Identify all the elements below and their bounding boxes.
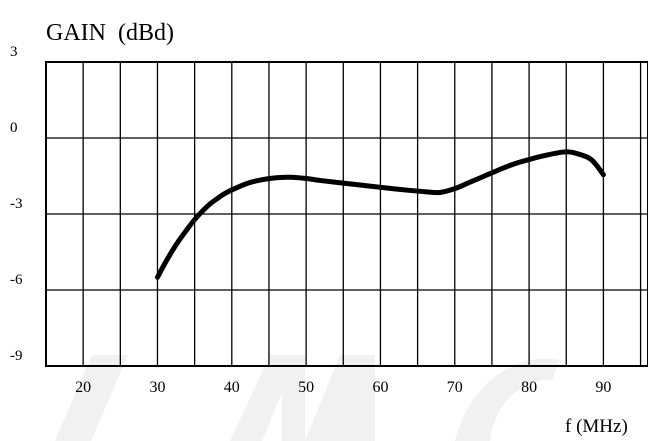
- x-tick-label: 40: [224, 379, 240, 396]
- x-tick-label: 90: [595, 379, 611, 396]
- y-axis-title: GAIN (dBd): [46, 20, 174, 46]
- y-tick-label: 3: [10, 44, 18, 60]
- x-tick-label: 70: [447, 379, 463, 396]
- x-tick-label: 30: [149, 379, 165, 396]
- x-tick-label: 20: [75, 379, 91, 396]
- y-tick-label: 0: [10, 120, 18, 136]
- y-tick-labels: 3 0 -3 -6 -9: [10, 44, 23, 364]
- x-tick-label: 60: [372, 379, 388, 396]
- y-tick-label: -6: [10, 272, 23, 288]
- x-tick-labels: 20 30 40 50 60 70 80 90: [75, 379, 611, 396]
- gain-curve: [154, 149, 606, 280]
- x-tick-label: 80: [521, 379, 537, 396]
- y-tick-label: -3: [10, 196, 23, 212]
- y-tick-label: -9: [10, 348, 23, 364]
- grid: [46, 61, 648, 367]
- plot-area-frame: [45, 61, 648, 367]
- x-tick-label: 50: [298, 379, 314, 396]
- watermark: [55, 355, 560, 441]
- x-axis-title: f (MHz): [565, 416, 628, 437]
